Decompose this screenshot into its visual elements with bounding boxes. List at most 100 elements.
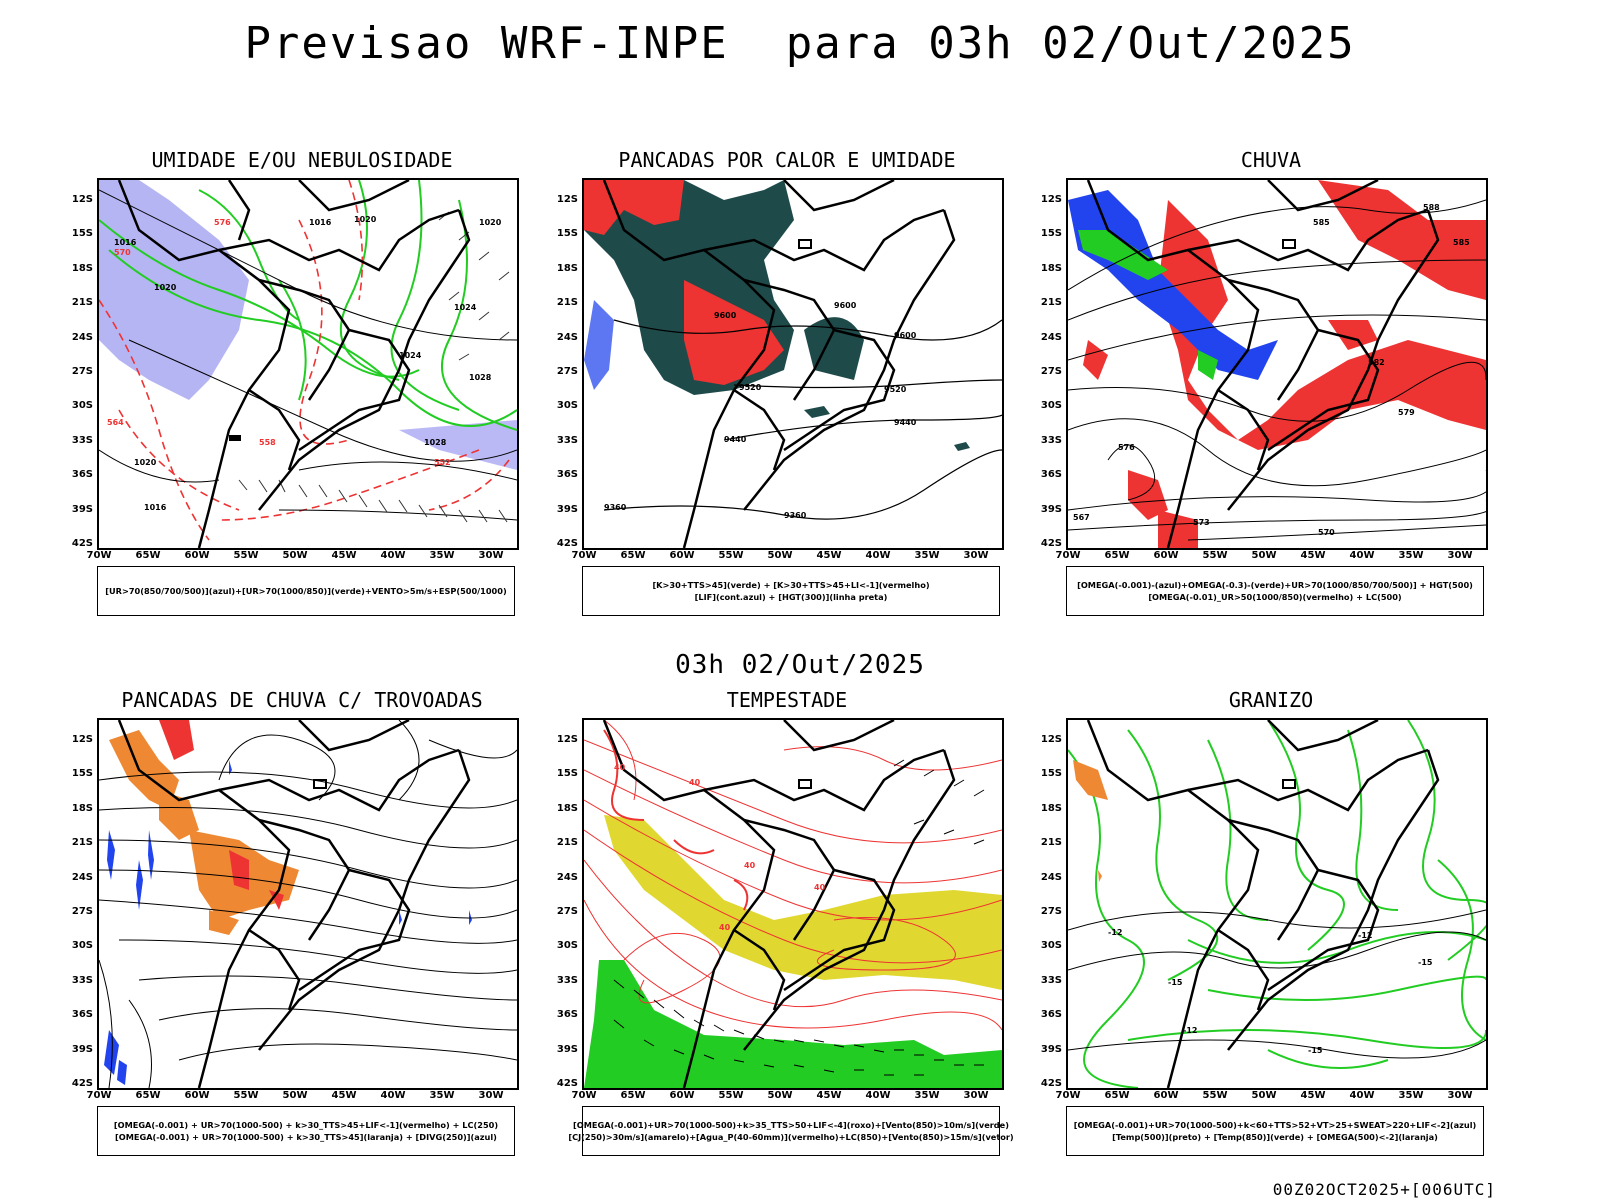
legend-line: [OMEGA(-0.001)-(azul)+OMEGA(-0.3)-(verde…: [1077, 580, 1473, 590]
lon-tick-label: 50W: [282, 550, 308, 561]
lon-axis: 70W 65W 60W 55W 50W 45W 40W 35W 30W: [1056, 1090, 1488, 1104]
contour-label: 1024: [454, 303, 477, 312]
lon-tick-label: 45W: [1300, 1090, 1326, 1101]
contour-label: -12: [1358, 931, 1372, 940]
lat-tick-label: 24S: [71, 331, 93, 343]
contour-label: 1024: [399, 351, 422, 360]
lat-tick-label: 24S: [1040, 331, 1062, 343]
hgt300-contours: [603, 319, 1002, 520]
lat-tick-label: 30S: [71, 940, 93, 952]
lat-tick-label: 27S: [71, 906, 93, 917]
lon-tick-label: 65W: [1104, 550, 1130, 561]
contour-labels: 9600 9600 9520 9520 9440 9440 9360 9360 …: [604, 301, 917, 520]
lat-tick-label: 39S: [71, 1043, 93, 1055]
lon-tick-label: 40W: [1349, 550, 1375, 561]
legend-line: [OMEGA(-0.001)+UR>70(1000-500)+k<60+TTS>…: [1073, 1120, 1477, 1130]
run-timestamp: 00Z02OCT2025+[006UTC]: [1272, 1180, 1496, 1199]
lat-tick-label: 18S: [71, 262, 93, 274]
green-omega-areas: [1078, 230, 1218, 380]
lat-axis: 12S 15S 18S 21S 24S 27S 30S 33S 36S 39S 42S: [67, 718, 95, 1090]
orange-omega-marks: [1073, 760, 1108, 882]
lon-tick-label: 65W: [135, 1090, 161, 1101]
lon-tick-label: 30W: [478, 550, 504, 561]
contour-label: 552: [434, 458, 451, 467]
lat-tick-label: 15S: [556, 768, 578, 780]
lat-tick-label: 12S: [71, 194, 93, 205]
hgt500-contours: [1068, 199, 1486, 541]
contour-label: -15: [1418, 958, 1433, 967]
contour-label: 40: [719, 923, 731, 932]
contour-label: 9520: [739, 383, 762, 392]
contour-label: 576: [214, 218, 231, 227]
panel-title: PANCADAS POR CALOR E UMIDADE: [618, 148, 956, 172]
white-gap: [684, 180, 784, 200]
lon-tick-label: 70W: [571, 550, 597, 561]
lat-tick-label: 33S: [71, 434, 93, 446]
legend-box: [UR>70(850/700/500)](azul)+[UR>70(1000/8…: [97, 566, 515, 616]
humidity-map: 1016 1020 1020 1024 1024 1028 1028 1020 …: [99, 180, 517, 548]
panel-heat-showers: PANCADAS POR CALOR E UMIDADE 12S 15S 18S 21…: [552, 148, 1022, 648]
lon-axis: 70W 65W 60W 55W 50W 45W 40W 35W 30W: [87, 1090, 519, 1104]
black-temp500-contours: [1068, 909, 1486, 1059]
panel-rain: CHUVA 12S 15S 18S 21S 24S 27S 30S 33S 36S 39S 42S: [1036, 148, 1506, 648]
legend-box: [K>30+TTS>45](verde) + [K>30+TTS>45+LI<-…: [582, 566, 1000, 616]
lon-tick-label: 35W: [914, 550, 940, 561]
lon-tick-label: 65W: [620, 1090, 646, 1101]
contour-label: 9600: [834, 301, 857, 310]
lat-tick-label: 30S: [71, 400, 93, 412]
lat-tick-label: 27S: [1040, 366, 1062, 377]
lat-tick-label: 42S: [1040, 1078, 1062, 1089]
legend-line: [OMEGA(-0.001)+UR>70(1000-500)+k>35_TTS>…: [573, 1120, 1009, 1130]
streamlines: [99, 720, 517, 1088]
green-wind-area: [584, 960, 1002, 1088]
lake-mark: [313, 779, 327, 789]
lat-tick-label: 21S: [1040, 297, 1062, 309]
lon-tick-label: 30W: [963, 1090, 989, 1101]
lat-tick-label: 39S: [1040, 1043, 1062, 1055]
panel-title: GRANIZO: [1228, 688, 1314, 712]
lat-tick-label: 15S: [71, 768, 93, 780]
contour-label: 1016: [144, 503, 167, 512]
contour-label: 579: [1398, 408, 1415, 417]
contour-label: 585: [1453, 238, 1470, 247]
lon-axis: 70W 65W 60W 55W 50W 45W 40W 35W 30W: [572, 550, 1004, 564]
lon-tick-label: 55W: [1202, 550, 1228, 561]
red-rain-areas: [1083, 180, 1486, 548]
contour-label: 570: [1318, 528, 1335, 537]
contour-label: 1020: [154, 283, 177, 292]
lon-tick-label: 35W: [429, 1090, 455, 1101]
lat-tick-label: 12S: [1040, 734, 1062, 745]
lon-tick-label: 60W: [184, 550, 210, 561]
contour-label: 9600: [714, 311, 737, 320]
rain-map: 585 582 579 576 573 570 567 588 585: [1068, 180, 1486, 548]
legend-line: [Temp(500)](preto) + [Temp(850)](verde) …: [1112, 1132, 1438, 1142]
lon-tick-label: 55W: [233, 550, 259, 561]
lon-tick-label: 40W: [1349, 1090, 1375, 1101]
lat-tick-label: 15S: [1040, 768, 1062, 780]
legend-line: [UR>70(850/700/500)](azul)+[UR>70(1000/8…: [105, 586, 507, 596]
legend-line: [OMEGA(-0.01)_UR>50(1000/850)(vermelho) …: [1148, 592, 1402, 602]
lat-tick-label: 30S: [1040, 940, 1062, 952]
panel-title: TEMPESTADE: [726, 688, 848, 712]
lat-tick-label: 24S: [556, 871, 578, 883]
lat-tick-label: 42S: [71, 1078, 93, 1089]
lat-tick-label: 39S: [71, 503, 93, 515]
contour-label: -12: [1183, 1026, 1197, 1035]
green-humidity-contours: [99, 180, 517, 431]
legend-line: [OMEGA(-0.001) + UR>70(1000-500) + k>30_…: [113, 1120, 499, 1130]
contour-label: 9520: [884, 385, 907, 394]
wind-vectors: [613, 759, 985, 1076]
lat-tick-label: 27S: [556, 366, 578, 377]
country-borders: [602, 180, 956, 548]
legend-box: [OMEGA(-0.001) + UR>70(1000-500) + k>30_…: [97, 1106, 515, 1156]
legend-line: [K>30+TTS>45](verde) + [K>30+TTS>45+LI<-…: [652, 580, 930, 590]
lat-tick-label: 15S: [1040, 228, 1062, 240]
lon-tick-label: 60W: [184, 1090, 210, 1101]
lon-tick-label: 70W: [1055, 550, 1081, 561]
red-water-contours: [603, 729, 749, 911]
lon-tick-label: 30W: [1447, 550, 1473, 561]
lat-axis: 12S 15S 18S 21S 24S 27S 30S 33S 36S 39S 42S: [1036, 718, 1064, 1090]
lat-tick-label: 18S: [556, 262, 578, 274]
lon-tick-label: 30W: [963, 550, 989, 561]
lon-tick-label: 55W: [1202, 1090, 1228, 1101]
